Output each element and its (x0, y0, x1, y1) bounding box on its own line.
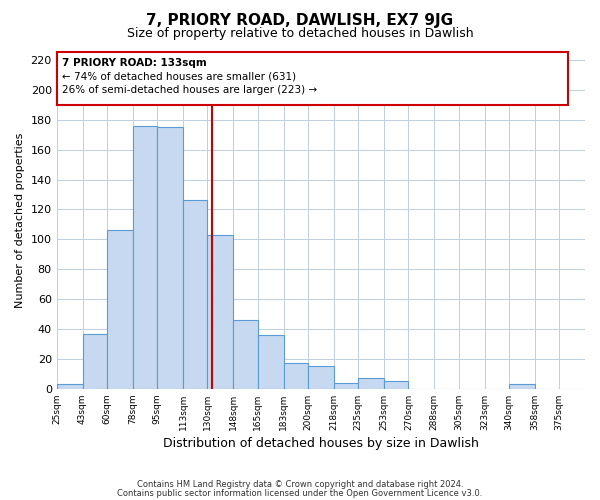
Text: 7, PRIORY ROAD, DAWLISH, EX7 9JG: 7, PRIORY ROAD, DAWLISH, EX7 9JG (146, 12, 454, 28)
Bar (83, 334, 107, 389)
Text: Size of property relative to detached houses in Dawlish: Size of property relative to detached ho… (127, 28, 473, 40)
Bar (133, 126, 157, 389)
Bar (56, 384, 83, 389)
Y-axis label: Number of detached properties: Number of detached properties (15, 133, 25, 308)
Bar (157, 127, 183, 389)
Bar (257, 335, 284, 389)
Text: Contains public sector information licensed under the Open Government Licence v3: Contains public sector information licen… (118, 488, 482, 498)
X-axis label: Distribution of detached houses by size in Dawlish: Distribution of detached houses by size … (163, 437, 479, 450)
Bar (358, 378, 384, 389)
Bar (208, 235, 233, 389)
Text: Contains HM Land Registry data © Crown copyright and database right 2024.: Contains HM Land Registry data © Crown c… (137, 480, 463, 489)
Bar (107, 230, 133, 389)
Bar (308, 366, 334, 389)
Bar (56, 52, 568, 105)
Text: 7 PRIORY ROAD: 133sqm: 7 PRIORY ROAD: 133sqm (62, 58, 207, 68)
Bar (233, 320, 257, 389)
Bar (509, 384, 535, 389)
Bar (384, 382, 409, 389)
Text: 26% of semi-detached houses are larger (223) →: 26% of semi-detached houses are larger (… (62, 86, 317, 96)
Bar (284, 364, 308, 389)
Bar (334, 383, 358, 389)
Text: ← 74% of detached houses are smaller (631): ← 74% of detached houses are smaller (63… (62, 72, 296, 82)
Bar (183, 200, 208, 389)
